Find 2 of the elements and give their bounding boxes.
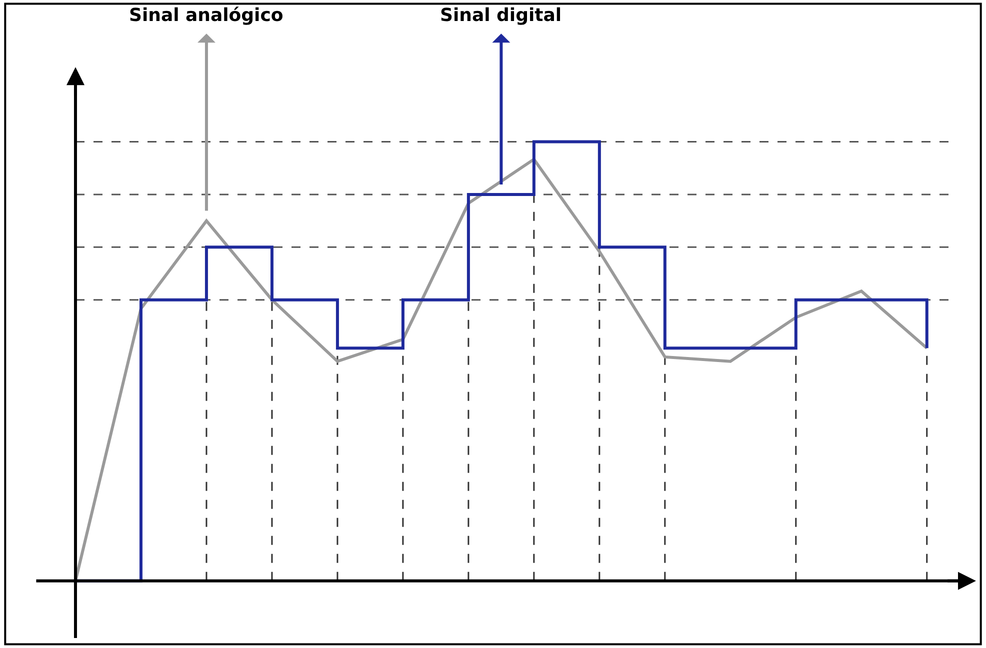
text: Sinal digital (440, 5, 562, 26)
text: Sinal analógico (129, 5, 284, 26)
